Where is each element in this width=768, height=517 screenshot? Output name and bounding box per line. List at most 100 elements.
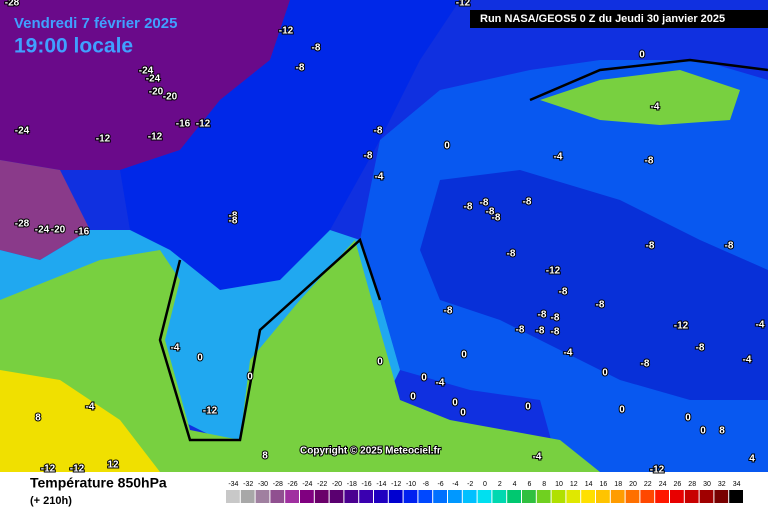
contour-label: -8	[229, 216, 238, 227]
scale-swatch	[729, 490, 743, 503]
scale-swatch	[388, 490, 403, 503]
contour-label: 0	[377, 357, 383, 368]
contour-label: 0	[444, 141, 450, 152]
scale-label: -4	[452, 481, 458, 488]
run-info: Run NASA/GEOS5 0 Z du Jeudi 30 janvier 2…	[480, 13, 725, 25]
contour-label: -8	[523, 197, 532, 208]
scale-label: 14	[585, 481, 593, 488]
scale-swatch	[507, 490, 521, 503]
scale-label: 30	[703, 481, 711, 488]
legend-lead: (+ 210h)	[30, 495, 72, 507]
contour-label: -8	[486, 207, 495, 218]
contour-label: -8	[538, 310, 547, 321]
contour-label: 0	[461, 350, 467, 361]
scale-swatch	[329, 490, 344, 503]
contour-label: -24	[15, 126, 30, 137]
run-bar	[470, 10, 768, 28]
scale-label: -34	[228, 481, 238, 488]
contour-label: 0	[685, 413, 691, 424]
scale-label: 16	[600, 481, 608, 488]
contour-label: -4	[171, 343, 180, 354]
contour-label: 12	[107, 460, 119, 471]
scale-swatch	[314, 490, 329, 503]
scale-swatch	[300, 490, 314, 503]
contour-label: -8	[551, 327, 560, 338]
scale-label: 18	[614, 481, 622, 488]
scale-label: 28	[688, 481, 696, 488]
scale-label: 8	[542, 481, 546, 488]
scale-swatch	[448, 490, 462, 503]
contour-label: -12	[203, 406, 218, 417]
contour-label: -12	[70, 464, 85, 475]
contour-label: -12	[196, 119, 211, 130]
contour-label: 0	[452, 398, 458, 409]
scale-label: -16	[362, 481, 372, 488]
scale-label: -28	[273, 481, 283, 488]
scale-label: -26	[288, 481, 298, 488]
contour-label: -12	[148, 132, 163, 143]
contour-label: 8	[262, 451, 268, 462]
scale-swatch	[359, 490, 373, 503]
scale-swatch	[610, 490, 625, 503]
scale-label: 12	[570, 481, 578, 488]
contour-label: 0	[197, 353, 203, 364]
contour-label: 0	[247, 372, 253, 383]
contour-label: -4	[375, 172, 384, 183]
scale-label: -20	[332, 481, 342, 488]
contour-label: -8	[444, 306, 453, 317]
contour-label: -8	[364, 151, 373, 162]
forecast-date: Vendredi 7 février 2025	[14, 15, 177, 32]
scale-swatch	[625, 490, 640, 503]
contour-label: -12	[546, 266, 561, 277]
contour-label: -12	[96, 134, 111, 145]
contour-label: -16	[176, 119, 191, 130]
contour-label: -28	[5, 0, 20, 9]
scale-label: -30	[258, 481, 268, 488]
contour-label: -4	[533, 452, 542, 463]
scale-swatch	[640, 490, 655, 503]
blue-region	[120, 0, 460, 290]
contour-label: -24	[139, 66, 154, 77]
contour-label: 0	[421, 373, 427, 384]
contour-label: 0	[525, 402, 531, 413]
forecast-time: 19:00 locale	[14, 35, 133, 58]
scale-swatch	[270, 490, 285, 503]
green-region	[0, 240, 600, 472]
contour-label: -8	[536, 326, 545, 337]
contour-label: -20	[163, 92, 178, 103]
scale-label: 4	[513, 481, 517, 488]
contour-label: -4	[743, 355, 752, 366]
scale-label: -14	[376, 481, 386, 488]
scale-swatch	[655, 490, 669, 503]
contour-label: -8	[559, 287, 568, 298]
contour-label: 4	[749, 454, 755, 465]
copyright: Copyright © 2025 Meteociel.fr	[300, 446, 441, 457]
scale-swatch	[403, 490, 418, 503]
scale-label: -24	[302, 481, 312, 488]
contour-label: -8	[374, 126, 383, 137]
contour-label: -8	[596, 300, 605, 311]
contour-label: -8	[229, 211, 238, 222]
scale-label: -10	[406, 481, 416, 488]
contour-label: -8	[646, 241, 655, 252]
scale-swatch	[581, 490, 595, 503]
scale-swatch	[670, 490, 684, 503]
contour-label: 0	[700, 426, 706, 437]
contour-label: -28	[15, 219, 30, 230]
contour-label: -4	[436, 378, 445, 389]
contour-label: -12	[41, 464, 56, 475]
contour-label: -20	[149, 87, 164, 98]
scale-swatch	[536, 490, 551, 503]
scale-swatch	[462, 490, 477, 503]
zero-isotherm	[158, 237, 382, 442]
scale-label: -2	[467, 481, 473, 488]
contour-label: 8	[719, 426, 725, 437]
contour-label: 0	[410, 392, 416, 403]
scale-swatch	[714, 490, 729, 503]
contour-label: -20	[51, 225, 66, 236]
contour-label: -4	[554, 152, 563, 163]
contour-label: -8	[696, 343, 705, 354]
scale-swatch	[492, 490, 507, 503]
contour-label: 0	[639, 50, 645, 61]
